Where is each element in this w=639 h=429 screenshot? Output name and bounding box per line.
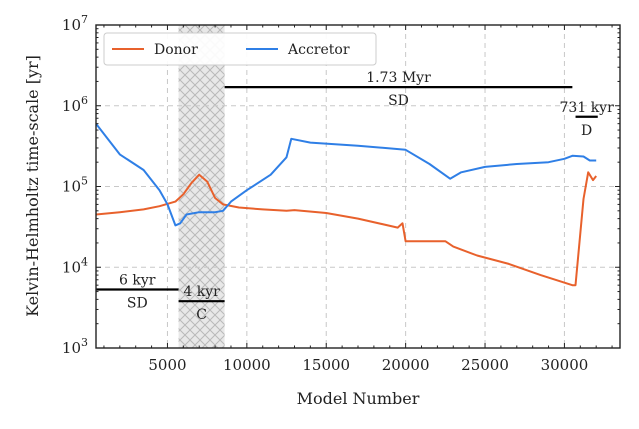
x-tick-label: 5000: [148, 356, 186, 374]
series-line-accretor: [96, 123, 597, 227]
y-axis-ticks: 103 104 105 106 107: [62, 13, 620, 357]
phase-label-type-0: SD: [127, 296, 148, 312]
legend: Donor Accretor: [103, 32, 377, 66]
phase-bars: 6 kyr SD 4 kyr C 1.73 Myr SD 731 kyr D: [96, 70, 614, 323]
phase-label-duration-2: 1.73 Myr: [366, 70, 431, 86]
y-tick-label: 103: [62, 336, 88, 357]
phase-label-duration-3: 731 kyr: [560, 100, 615, 116]
legend-box: [103, 32, 377, 66]
x-tick-label: 15000: [302, 356, 350, 374]
series-line-donor: [96, 171, 597, 287]
y-tick-label: 107: [62, 13, 88, 34]
series-lines: [96, 123, 597, 287]
phase-label-duration-0: 6 kyr: [119, 273, 156, 289]
legend-label-donor: Donor: [154, 42, 198, 58]
y-tick-label: 106: [62, 94, 88, 115]
legend-label-accretor: Accretor: [287, 42, 350, 58]
phase-label-type-2: SD: [388, 93, 409, 109]
y-tick-label: 104: [62, 255, 88, 276]
x-tick-label: 30000: [541, 356, 589, 374]
x-tick-label: 25000: [461, 356, 509, 374]
phase-label-duration-1: 4 kyr: [183, 284, 220, 300]
x-axis-title: Model Number: [297, 389, 420, 408]
x-tick-label: 10000: [223, 356, 271, 374]
phase-label-type-1: C: [196, 307, 207, 323]
x-tick-label: 20000: [382, 356, 430, 374]
phase-label-type-3: D: [581, 123, 592, 139]
y-axis-title: Kelvin-Helmholtz time-scale [yr]: [23, 55, 42, 317]
x-axis-ticks: 5000 10000 15000 20000 25000 30000: [103, 25, 613, 374]
y-tick-label: 105: [62, 175, 88, 196]
